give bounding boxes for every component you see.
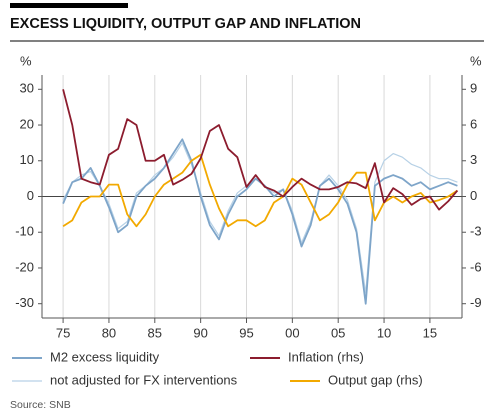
y-tick-label: -10 — [15, 224, 34, 239]
series-line — [62, 153, 458, 228]
y2-tick-label: 0 — [470, 188, 477, 203]
series-line — [62, 138, 458, 305]
y-tick-label: -20 — [15, 259, 34, 274]
series-line — [62, 89, 459, 211]
y2-axis-label: % — [470, 53, 482, 68]
y-tick-label: 10 — [20, 152, 34, 167]
title-bar — [10, 3, 128, 8]
y2-tick-label: 6 — [470, 116, 477, 131]
x-tick-label: 90 — [193, 325, 207, 340]
y2-tick-label: -9 — [470, 295, 482, 310]
legend-label: Inflation (rhs) — [288, 349, 364, 364]
y-tick-label: 0 — [27, 188, 34, 203]
x-tick-label: 85 — [148, 325, 162, 340]
y-tick-label: 20 — [20, 116, 34, 131]
x-tick-label: 75 — [56, 325, 70, 340]
series-line — [62, 142, 458, 294]
y-axis-label: % — [20, 53, 32, 68]
x-tick-label: 95 — [239, 325, 253, 340]
chart-title: EXCESS LIQUIDITY, OUTPUT GAP AND INFLATI… — [10, 16, 361, 32]
y2-tick-label: 9 — [470, 81, 477, 96]
y2-tick-label: 3 — [470, 152, 477, 167]
x-tick-label: 00 — [285, 325, 299, 340]
x-tick-label: 15 — [423, 325, 437, 340]
y2-tick-label: -3 — [470, 224, 482, 239]
legend-label: M2 excess liquidity — [50, 349, 160, 364]
x-tick-label: 05 — [331, 325, 345, 340]
legend-label: Output gap (rhs) — [328, 372, 423, 387]
y2-tick-label: -6 — [470, 259, 482, 274]
source: Source: SNB — [10, 399, 71, 411]
y-tick-label: -30 — [15, 295, 34, 310]
y-tick-label: 30 — [20, 81, 34, 96]
x-tick-label: 10 — [377, 325, 391, 340]
legend-label: not adjusted for FX interventions — [50, 372, 238, 387]
x-tick-label: 80 — [102, 325, 116, 340]
